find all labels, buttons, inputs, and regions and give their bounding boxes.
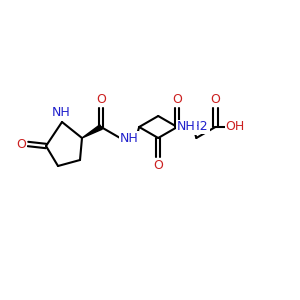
Text: NH: NH: [120, 131, 139, 145]
Text: O: O: [172, 93, 182, 106]
Text: O: O: [96, 93, 106, 106]
Polygon shape: [82, 125, 102, 138]
Text: O: O: [153, 159, 163, 172]
Text: OH: OH: [226, 121, 245, 134]
Text: O: O: [210, 93, 220, 106]
Text: NH: NH: [177, 121, 196, 134]
Text: NH: NH: [52, 106, 70, 118]
Text: NH2: NH2: [182, 119, 208, 133]
Text: O: O: [16, 137, 26, 151]
